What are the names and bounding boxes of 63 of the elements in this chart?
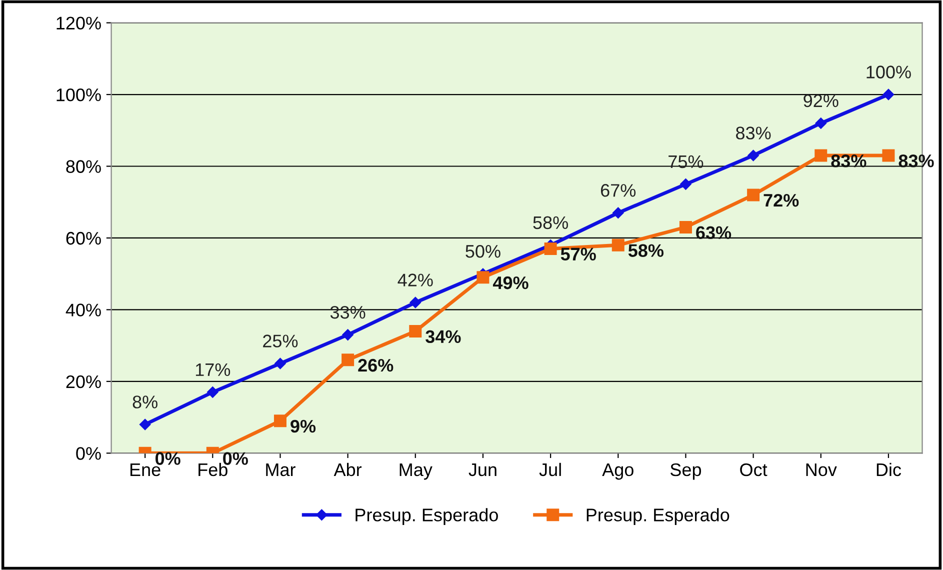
y-tick-label: 120%	[56, 16, 101, 30]
point	[679, 220, 692, 234]
point	[747, 188, 760, 202]
data-label: 63%	[696, 226, 732, 240]
data-label: 57%	[560, 248, 596, 261]
y-tick-label: 80%	[66, 160, 101, 173]
y-tick-label: 40%	[66, 304, 101, 316]
x-tick-label: Sep	[670, 463, 702, 480]
point	[139, 418, 151, 430]
data-label: 58%	[628, 244, 664, 257]
data-label: 8%	[132, 396, 158, 408]
x-tick-label: Jul	[539, 462, 561, 476]
point	[612, 238, 624, 252]
data-label: 100%	[866, 66, 911, 78]
y-tick-label: 0%	[76, 447, 101, 460]
y-tick-label: 60%	[66, 232, 101, 245]
point	[207, 386, 218, 398]
data-label: 92%	[804, 94, 838, 108]
data-label: 58%	[533, 216, 568, 230]
point	[882, 88, 894, 100]
point	[342, 354, 354, 366]
x-tick-label: Nov	[806, 464, 837, 476]
x-tick-label: May	[400, 464, 432, 480]
x-tick-label: Dic	[876, 462, 902, 476]
point	[409, 324, 422, 338]
data-label: 72%	[764, 194, 799, 207]
legend-label: Presup. Esperado	[586, 508, 730, 525]
point	[410, 296, 421, 308]
x-tick-label: Abr	[334, 462, 362, 476]
y-tick-label: 100%	[56, 88, 101, 102]
point	[274, 414, 286, 428]
point	[815, 118, 826, 129]
y-tick-label: 20%	[66, 375, 101, 388]
point	[342, 329, 354, 340]
data-label: 83%	[736, 126, 771, 140]
data-label: 67%	[600, 184, 636, 197]
data-label: 0%	[156, 452, 180, 465]
x-tick-label: Ene	[130, 464, 160, 476]
x-tick-label: Feb	[198, 462, 228, 476]
data-label: 42%	[398, 274, 433, 286]
data-label: 49%	[492, 276, 528, 290]
data-label: 0%	[223, 452, 248, 465]
data-label: 83%	[831, 154, 866, 168]
point	[882, 149, 895, 162]
point	[612, 207, 624, 218]
data-label: 17%	[196, 363, 230, 376]
data-label: 25%	[263, 334, 298, 348]
data-label: 26%	[358, 358, 394, 372]
legend-label: Presup. Esperado	[356, 508, 498, 525]
data-label: 50%	[466, 244, 500, 258]
point	[544, 242, 557, 255]
point	[274, 358, 286, 370]
x-tick-label: Ago	[602, 464, 634, 480]
point	[748, 150, 759, 162]
x-tick-label: Mar	[266, 464, 296, 476]
x-tick-label: Jun	[468, 464, 496, 476]
point	[680, 178, 692, 190]
data-label: 83%	[898, 154, 934, 168]
data-label: 34%	[426, 330, 461, 344]
point	[814, 149, 828, 162]
x-tick-label: Oct	[740, 463, 768, 476]
data-label: 75%	[668, 155, 704, 168]
data-label: 9%	[290, 420, 316, 433]
